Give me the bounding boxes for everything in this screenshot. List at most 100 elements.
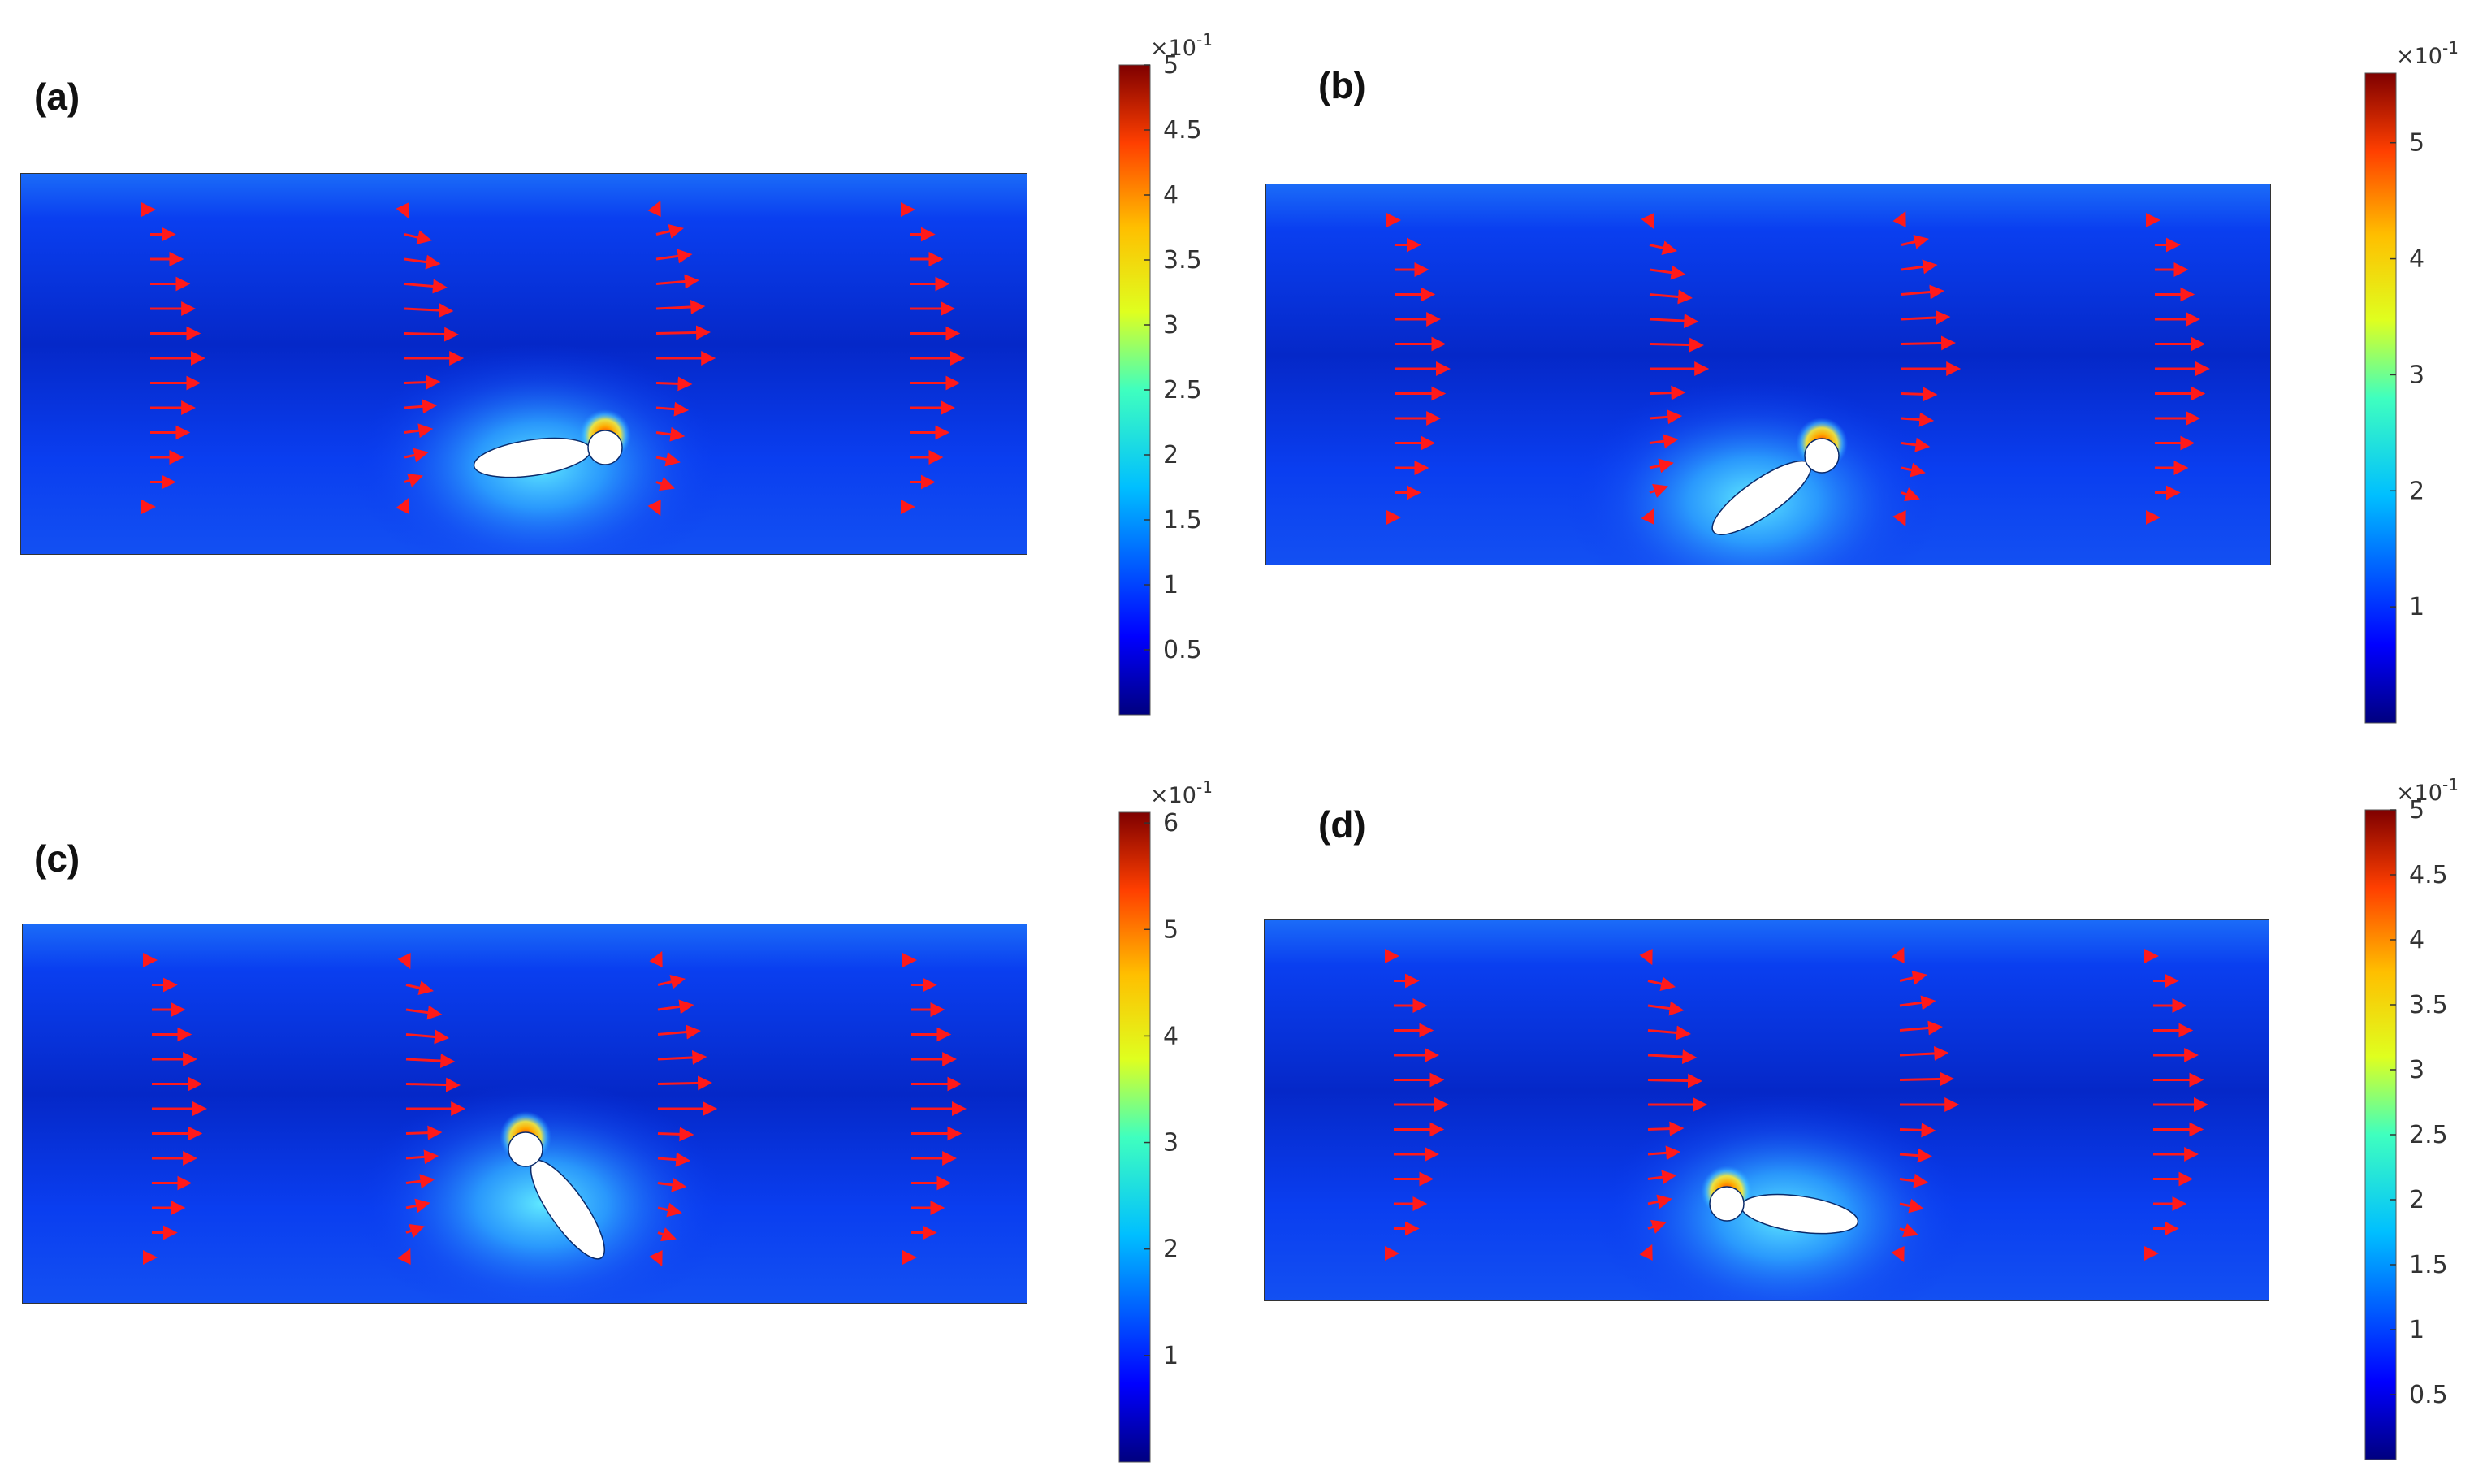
velocity-arrow <box>1641 508 1654 526</box>
colorbar-tick-label: 3 <box>1163 1129 1179 1157</box>
velocity-arrow <box>404 279 448 294</box>
velocity-arrow <box>655 224 684 239</box>
colorbar-tick-label: 5 <box>2409 129 2424 158</box>
velocity-arrow <box>655 274 699 289</box>
velocity-arrow <box>1647 1145 1681 1161</box>
velocity-arrow <box>1647 1073 1703 1088</box>
colorbar-tick-label: 5 <box>1163 51 1179 80</box>
colorbar-tick-label: 1 <box>1163 571 1179 599</box>
velocity-arrow <box>1647 1194 1672 1209</box>
velocity-arrow <box>1899 1123 1936 1138</box>
velocity-arrow <box>1647 1001 1685 1016</box>
velocity-arrow <box>404 230 432 244</box>
colorbar-tick-label: 1 <box>2409 1316 2424 1344</box>
velocity-arrow <box>649 950 663 968</box>
velocity-arrow <box>647 200 661 218</box>
colorbar-tick-label: 2 <box>2409 1186 2424 1214</box>
colorbar-tick-label: 4 <box>1163 181 1179 210</box>
panel-label-b: (b) <box>1318 64 1366 106</box>
colorbar-exponent: ×10-1 <box>2396 38 2459 69</box>
velocity-arrow <box>655 401 690 417</box>
velocity-arrow <box>1899 995 1936 1010</box>
velocity-arrow <box>1901 309 1951 325</box>
swimmer-body <box>508 1131 605 1260</box>
colorbar-exponent: ×10-1 <box>1150 777 1213 808</box>
panel-label-d: (d) <box>1318 803 1366 846</box>
velocity-arrow <box>647 499 661 517</box>
velocity-arrow <box>396 201 409 219</box>
velocity-arrow <box>404 399 438 414</box>
velocity-arrow <box>404 254 441 270</box>
velocity-arrow <box>655 376 693 392</box>
colorbar-tick-label: 3 <box>1163 311 1179 340</box>
colorbar-exponent: ×10-1 <box>2396 775 2459 806</box>
velocity-arrow <box>1901 387 1938 402</box>
colorbar-tick-label: 3 <box>2409 1056 2424 1084</box>
velocity-arrow <box>1892 210 1906 228</box>
velocity-arrow <box>405 1054 456 1069</box>
velocity-arrow <box>404 327 460 342</box>
velocity-arrow <box>404 423 434 439</box>
velocity-arrow <box>1647 1170 1677 1185</box>
swimmer-head <box>587 430 623 465</box>
colorbar-tick-label: 2.5 <box>1163 376 1202 405</box>
colorbar-exponent: ×10-1 <box>1150 30 1213 61</box>
velocity-arrow <box>1649 483 1668 498</box>
colorbar-c: ×10-1 1 2 3 4 5 6 <box>1118 777 1213 1463</box>
colorbar-tick-label: 2.5 <box>2409 1121 2448 1149</box>
colorbar-tick-label: 4.5 <box>1163 116 1202 145</box>
velocity-arrow <box>1639 948 1653 966</box>
velocity-arrow <box>1899 1223 1918 1238</box>
colorbar-d: ×10-1 0.5 1 1.5 2 2.5 3 3.5 4 4.5 5 <box>2364 775 2459 1460</box>
colorbar-tick-label: 3 <box>2409 361 2424 389</box>
colorbar-tick-label: 6 <box>1163 809 1179 837</box>
velocity-arrow <box>405 1029 449 1045</box>
velocity-arrow <box>657 1227 677 1242</box>
velocity-arrow <box>405 1149 439 1165</box>
velocity-arrow <box>657 1049 707 1065</box>
colorbar-tick-label: 2 <box>1163 1235 1179 1264</box>
velocity-arrow <box>1899 1045 1949 1061</box>
velocity-arrow <box>655 452 681 467</box>
swimmer-body <box>473 430 623 478</box>
velocity-arrow <box>655 426 686 442</box>
colorbar-gradient <box>2364 72 2397 724</box>
velocity-arrow <box>1649 240 1677 255</box>
velocity-field-plot-c <box>22 924 1027 1304</box>
velocity-arrow <box>1649 337 1705 353</box>
velocity-arrow <box>1649 289 1693 305</box>
velocity-arrow <box>1899 1173 1929 1188</box>
velocity-arrow <box>1641 212 1654 230</box>
velocity-arrow <box>405 1005 443 1020</box>
velocity-arrow <box>655 325 711 340</box>
velocity-arrow <box>1892 509 1906 527</box>
velocity-arrow <box>1899 1148 1933 1163</box>
velocity-field-plot-b <box>1265 184 2271 565</box>
velocity-arrow <box>405 1077 461 1092</box>
velocity-arrow <box>1649 265 1686 280</box>
swimmer-body <box>1709 1186 1859 1235</box>
velocity-arrow <box>657 1152 691 1167</box>
velocity-arrow <box>1901 335 1957 351</box>
velocity-arrow <box>1899 1020 1943 1036</box>
velocity-arrow <box>1891 1245 1905 1263</box>
velocity-arrow <box>655 477 675 491</box>
velocity-arrow <box>1647 976 1676 991</box>
velocity-arrow <box>1649 314 1699 329</box>
velocity-arrow <box>1647 1025 1691 1041</box>
velocity-arrow <box>1901 284 1944 300</box>
velocity-arrow <box>1901 462 1926 478</box>
velocity-arrow <box>404 374 441 390</box>
velocity-arrow <box>404 473 423 487</box>
colorbar-tick-label: 2 <box>2409 477 2424 505</box>
velocity-arrow <box>1901 259 1938 275</box>
velocity-arrow <box>1647 1049 1698 1065</box>
velocity-field-plot-d <box>1264 919 2269 1301</box>
velocity-arrow <box>1649 458 1674 474</box>
velocity-arrow <box>397 1248 411 1266</box>
panel-label-c: (c) <box>34 837 80 880</box>
colorbar-tick-label: 4 <box>2409 926 2424 954</box>
velocity-arrow <box>657 1024 701 1040</box>
velocity-arrow <box>1901 235 1929 249</box>
velocity-arrow <box>1899 1198 1924 1214</box>
